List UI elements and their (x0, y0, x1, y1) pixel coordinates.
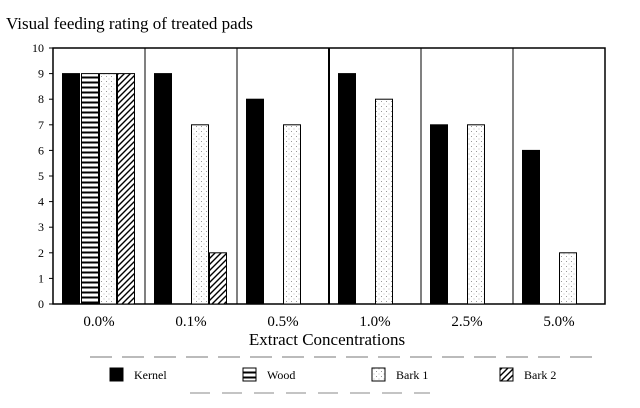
bar-kernel-1.0% (338, 73, 356, 305)
y-tick-label: 9 (38, 67, 44, 81)
y-tick-label: 8 (38, 92, 44, 106)
bar-bark-2-0.1% (209, 252, 227, 305)
x-tick-label: 1.0% (359, 314, 390, 330)
legend-label: Bark 1 (396, 368, 428, 382)
legend-swatch-kernel (109, 367, 124, 382)
x-axis-label: Extract Concentrations (249, 330, 405, 349)
chart-title: Visual feeding rating of treated pads (6, 14, 253, 33)
bar-kernel-0.1% (154, 73, 172, 305)
y-axis: 0 1 2 3 4 5 6 7 8 9 10 (32, 41, 53, 311)
bar-bark-1-0.0% (99, 73, 117, 305)
y-tick-label: 3 (38, 220, 44, 234)
bar-bark-1-2.5% (467, 124, 485, 305)
bar-bark-1-5.0% (559, 252, 577, 305)
legend-swatch-bark-1 (371, 367, 386, 382)
x-tick-labels: 0.0% 0.1% 0.5% 1.0% 2.5% 5.0% (83, 314, 574, 330)
x-tick-label: 5.0% (543, 314, 574, 330)
legend-label: Wood (267, 368, 295, 382)
bar-bark-1-0.5% (283, 124, 301, 305)
y-tick-label: 10 (32, 41, 44, 55)
x-tick-label: 0.1% (175, 314, 206, 330)
bar-wood-0.0% (81, 73, 99, 305)
legend-label: Bark 2 (524, 368, 556, 382)
x-tick-label: 0.0% (83, 314, 114, 330)
y-tick-label: 2 (38, 246, 44, 260)
x-tick-label: 2.5% (451, 314, 482, 330)
legend-swatch-wood (242, 367, 257, 382)
y-tick-label: 0 (38, 297, 44, 311)
y-tick-label: 7 (38, 118, 44, 132)
y-tick-label: 6 (38, 143, 44, 157)
x-tick-label: 0.5% (267, 314, 298, 330)
group-separators (144, 48, 514, 304)
legend-label: Kernel (134, 368, 167, 382)
y-tick-label: 5 (38, 169, 44, 183)
legend-swatch-bark-2 (499, 367, 514, 382)
bar-kernel-0.5% (246, 98, 264, 305)
bar-bark-2-0.0% (117, 73, 135, 305)
y-tick-label: 1 (38, 271, 44, 285)
bar-kernel-2.5% (430, 124, 448, 305)
y-tick-label: 4 (38, 195, 44, 209)
bars (62, 73, 577, 305)
bar-kernel-0.0% (62, 73, 80, 305)
bar-kernel-5.0% (522, 149, 540, 305)
bar-bark-1-1.0% (375, 98, 393, 305)
legend: Kernel Wood Bark 1 Bark 2 (90, 356, 600, 394)
bar-bark-1-0.1% (191, 124, 209, 305)
